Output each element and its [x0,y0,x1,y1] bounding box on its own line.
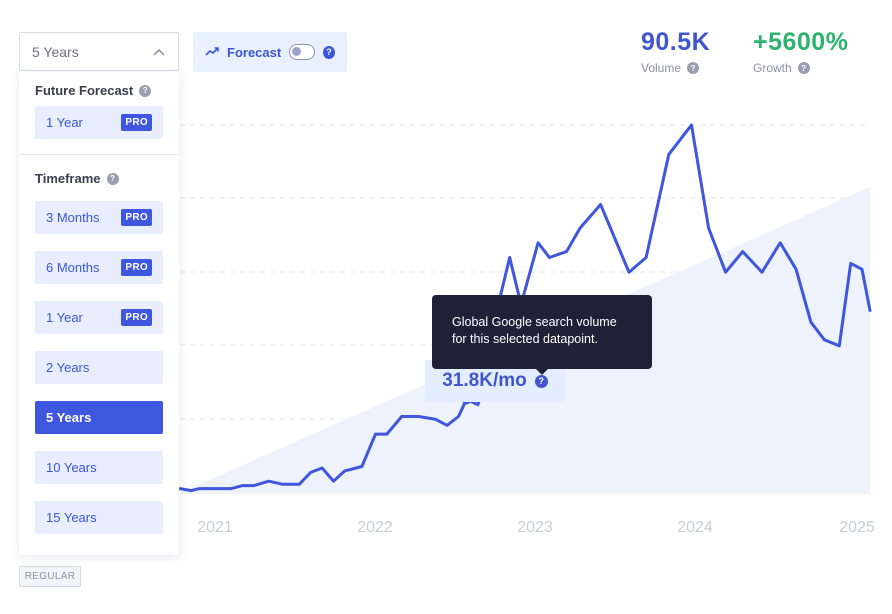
divider [19,154,179,155]
pro-badge: PRO [121,309,152,326]
help-icon[interactable]: ? [139,84,152,97]
option-label: 15 Years [46,510,97,525]
option-6-months[interactable]: 6 Months PRO [35,251,163,284]
x-tick-label: 2024 [677,519,713,536]
timeframe-title: Timeframe [35,171,101,186]
chevron-up-icon [152,45,166,59]
future-forecast-heading: Future Forecast ? [35,83,152,98]
help-icon[interactable]: ? [323,45,335,59]
option-label: 6 Months [46,260,100,275]
timeframe-select-value: 5 Years [32,43,79,60]
option-3-months[interactable]: 3 Months PRO [35,201,163,234]
x-tick-label: 2022 [357,519,393,536]
tooltip: Global Google search volume for this sel… [432,295,652,375]
forecast-toggle[interactable] [289,44,316,60]
growth-stat: +5600% Growth? [753,28,848,75]
future-forecast-title: Future Forecast [35,83,134,98]
toggle-knob [292,47,302,56]
option-forecast-1-year[interactable]: 1 Year PRO [35,106,163,139]
growth-value: +5600% [753,28,849,56]
option-label: 2 Years [46,360,90,375]
option-5-years[interactable]: 5 Years [35,401,163,434]
pro-badge: PRO [121,209,152,226]
option-label: 1 Year [46,310,83,325]
option-15-years[interactable]: 15 Years [35,501,163,534]
option-10-years[interactable]: 10 Years [35,451,163,484]
help-icon[interactable]: ? [797,62,810,74]
volume-stat: 90.5K Volume? [641,28,710,75]
option-label: 1 Year [46,115,83,130]
x-tick-label: 2021 [197,519,233,536]
forecast-label: Forecast [227,44,282,60]
volume-value: 90.5K [641,28,711,56]
growth-label: Growth [753,61,792,75]
tooltip-line-2: for this selected datapoint. [452,332,598,346]
help-icon[interactable]: ? [106,172,119,185]
regular-badge: REGULAR [19,566,81,587]
forecast-control: Forecast ? [193,32,347,72]
x-tick-label: 2023 [517,519,553,536]
volume-label: Volume [641,61,682,75]
x-axis-ticks: 2021 2022 2023 2024 2025 [197,519,875,536]
help-icon[interactable]: ? [534,374,548,388]
option-label: 3 Months [46,210,100,225]
option-1-year[interactable]: 1 Year PRO [35,301,163,334]
timeframe-heading: Timeframe ? [35,171,119,186]
x-tick-label: 2025 [839,519,875,536]
option-label: 10 Years [46,460,97,475]
selected-value: 31.8K/mo [442,370,527,391]
pro-badge: PRO [121,259,152,276]
timeframe-dropdown: Future Forecast ? 1 Year PRO Timeframe ?… [19,72,179,555]
option-label: 5 Years [46,410,92,425]
trend-up-icon [205,45,219,60]
pro-badge: PRO [121,114,152,131]
option-2-years[interactable]: 2 Years [35,351,163,384]
timeframe-select[interactable]: 5 Years [19,32,179,71]
help-icon[interactable]: ? [687,62,700,74]
tooltip-line-1: Global Google search volume [452,315,617,329]
